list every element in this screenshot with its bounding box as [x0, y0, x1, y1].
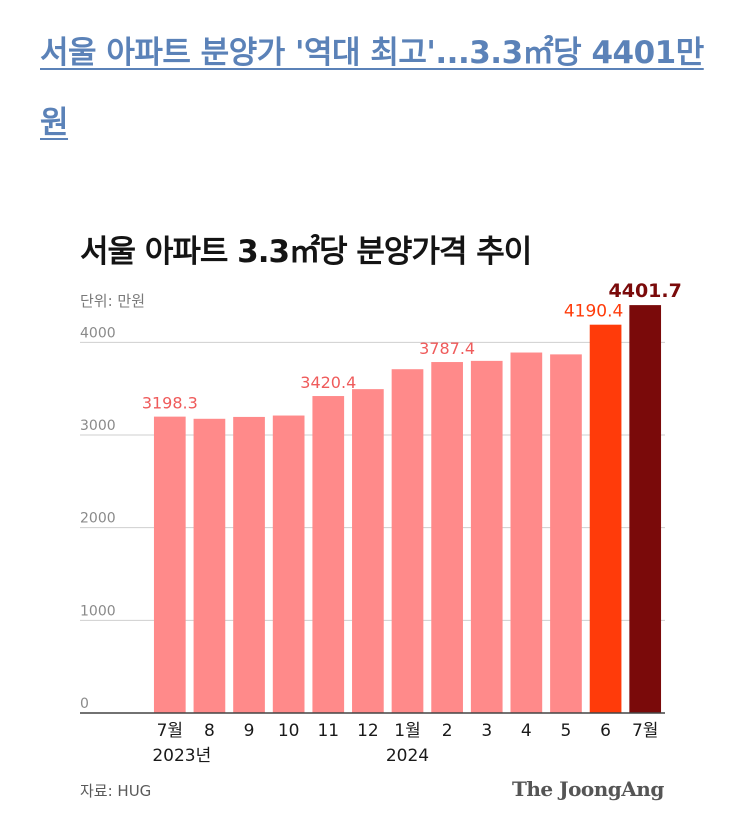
x-year-label: 2023년 — [152, 746, 211, 766]
data-label: 3787.4 — [419, 339, 475, 358]
x-tick-label: 4 — [521, 721, 532, 741]
x-tick-label: 12 — [357, 721, 379, 741]
x-tick-label: 11 — [317, 721, 339, 741]
bar — [510, 352, 543, 713]
data-label: 3420.4 — [300, 373, 356, 392]
unit-label: 단위: 만원 — [80, 292, 146, 310]
x-tick-label: 10 — [278, 721, 300, 741]
y-tick-label: 2000 — [80, 511, 116, 527]
data-label: 4401.7 — [609, 280, 682, 302]
x-tick-label: 7월 — [157, 721, 183, 741]
y-tick-label: 4000 — [80, 325, 116, 341]
publisher-logo: The JoongAng — [512, 777, 664, 801]
article-headline-link[interactable]: 서울 아파트 분양가 '역대 최고'...3.3㎡당 4401만원 — [40, 35, 704, 141]
bar — [629, 305, 662, 713]
x-year-label: 2024 — [386, 746, 429, 766]
bar — [470, 360, 503, 713]
bar — [589, 324, 622, 713]
bar — [193, 418, 226, 713]
bar — [352, 389, 384, 713]
x-tick-label: 2 — [442, 721, 453, 741]
x-tick-label: 6 — [600, 721, 611, 741]
x-tick-label: 5 — [561, 721, 572, 741]
data-label: 3198.3 — [142, 394, 198, 413]
y-tick-label: 1000 — [80, 603, 116, 619]
bar — [272, 415, 305, 713]
bar — [391, 369, 424, 713]
data-label: 4190.4 — [564, 302, 623, 322]
bar — [153, 416, 186, 713]
y-tick-label: 0 — [80, 696, 89, 712]
x-tick-label: 8 — [204, 721, 215, 741]
x-tick-label: 1월 — [394, 721, 420, 741]
y-tick-label: 3000 — [80, 418, 116, 434]
bar — [431, 362, 463, 713]
x-tick-label: 9 — [244, 721, 255, 741]
chart-title: 서울 아파트 3.3㎡당 분양가격 추이 — [80, 234, 532, 270]
source-label: 자료: HUG — [80, 782, 152, 800]
bar — [233, 416, 265, 713]
x-tick-label: 7월 — [632, 721, 658, 741]
bar — [550, 354, 582, 713]
bar — [312, 396, 345, 713]
x-tick-label: 3 — [481, 721, 492, 741]
